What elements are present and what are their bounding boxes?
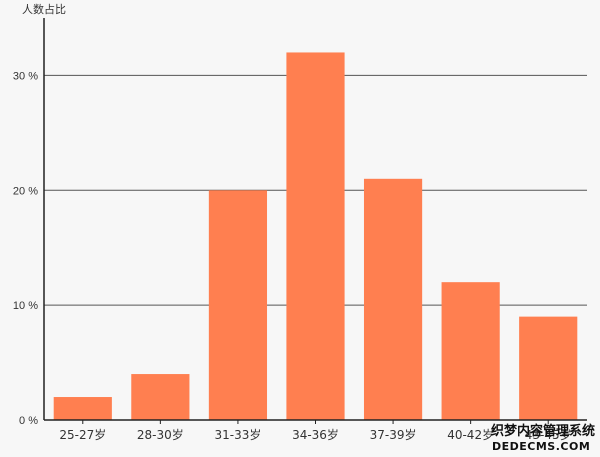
bar [53, 397, 112, 420]
x-tick-label: 43-45岁 [525, 427, 572, 442]
bar [286, 52, 345, 420]
watermark-url: DEDECMS.COM [492, 440, 590, 453]
y-tick-label: 30 % [13, 70, 38, 82]
y-tick-label: 10 % [13, 300, 38, 312]
watermark-title: 织梦内容管理系统 [491, 423, 595, 439]
x-tick-label: 40-42岁 [447, 427, 494, 442]
x-tick-label: 25-27岁 [59, 427, 106, 442]
x-tick-label: 31-33岁 [214, 427, 261, 442]
y-tick-label: 0 % [19, 415, 38, 427]
y-axis-label: 人数占比 [22, 2, 66, 16]
bar [519, 316, 578, 420]
bar [208, 190, 268, 420]
x-tick-label: 37-39岁 [370, 427, 417, 442]
watermark: 织梦内容管理系统 DEDECMS.COM [491, 423, 595, 453]
bar [131, 374, 190, 420]
y-tick-label: 20 % [13, 185, 38, 197]
y-tick-labels: 0 % 10 % 20 % 30 % [13, 70, 38, 427]
bar [363, 178, 423, 420]
bars [53, 52, 578, 420]
x-tick-labels: 25-27岁 28-30岁 31-33岁 34-36岁 37-39岁 40-42岁 43-4… [59, 420, 572, 442]
x-tick-label: 28-30岁 [137, 427, 184, 442]
bar [441, 282, 500, 420]
x-tick-label: 34-36岁 [292, 427, 339, 442]
